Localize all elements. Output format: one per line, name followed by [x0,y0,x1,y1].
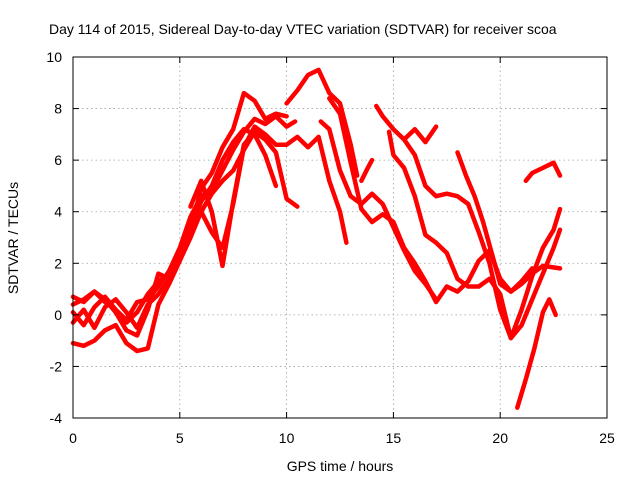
series-5 [70,90,289,338]
y-tick-label: 2 [54,255,62,271]
series-8 [318,119,439,302]
x-tick-label: 25 [599,430,615,446]
series-13 [401,137,563,341]
x-tick-label: 20 [492,430,508,446]
series-6 [188,129,257,269]
x-tick-label: 5 [176,430,184,446]
x-tick-label: 0 [69,430,77,446]
series-7 [284,67,360,178]
y-tick-label: 4 [54,204,62,220]
series-14 [455,150,535,294]
y-tick-label: 0 [54,307,62,323]
axis-ticks: 0 5 10 15 20 25 -4 -2 0 2 4 6 8 10 [46,49,615,446]
y-tick-label: -2 [50,358,63,374]
x-tick-label: 15 [386,430,402,446]
y-tick-label: -4 [50,410,63,426]
x-tick-label: 10 [279,430,295,446]
series-15 [515,297,558,410]
y-tick-label: 6 [54,152,62,168]
series-12 [386,129,563,341]
plot-frame [72,56,608,419]
series-10 [359,157,375,184]
y-tick-label: 8 [54,101,62,117]
series-2 [70,124,349,354]
series-16 [523,160,563,184]
y-axis-label: SDTVAR / TECUs [5,182,21,294]
x-axis-label: GPS time / hours [287,458,394,474]
y-tick-label: 10 [46,49,62,65]
data-series [70,67,563,410]
chart-title: Day 114 of 2015, Sidereal Day-to-day VTE… [49,21,557,37]
